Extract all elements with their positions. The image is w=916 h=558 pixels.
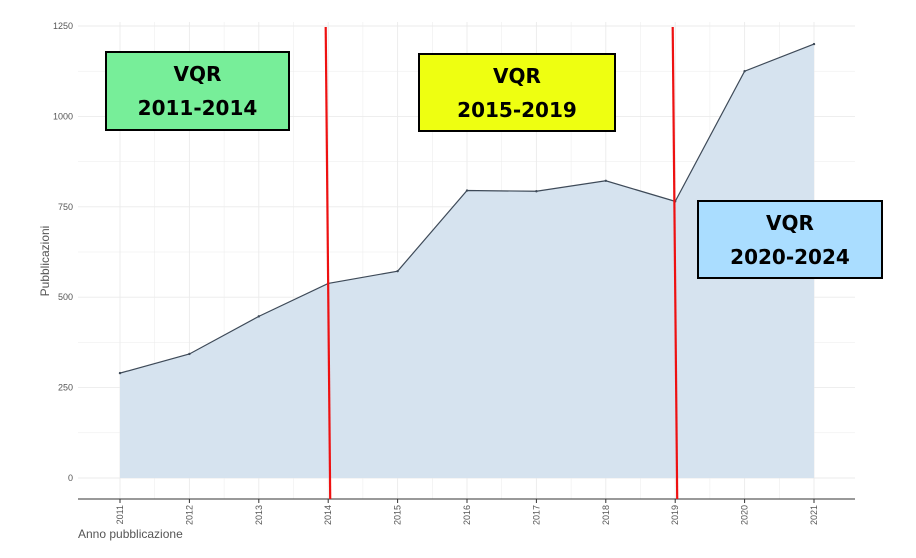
x-tick-label: 2014 xyxy=(323,505,333,525)
data-point-2021 xyxy=(812,42,816,46)
x-tick-label: 2017 xyxy=(531,505,541,525)
x-tick-label: 2020 xyxy=(740,505,750,525)
data-point-2013 xyxy=(257,315,260,318)
vqr-years: 2011-2014 xyxy=(137,96,258,120)
x-tick-label: 2013 xyxy=(254,505,264,525)
y-tick-label: 1000 xyxy=(53,111,73,121)
series-area xyxy=(120,44,814,478)
y-tick-label: 250 xyxy=(58,383,73,393)
y-tick-label: 0 xyxy=(68,473,73,483)
data-point-2015 xyxy=(396,269,399,273)
y-tick-label: 1250 xyxy=(53,21,73,31)
vqr-title: VQR xyxy=(493,63,541,88)
data-point-2017 xyxy=(535,190,538,193)
vqr-2011-2014-label: VQR 2011-2014 xyxy=(105,51,290,131)
x-axis-title: Anno pubblicazione xyxy=(78,527,183,541)
x-tick-label: 2016 xyxy=(462,505,472,525)
vqr-2015-2019-label: VQR 2015-2019 xyxy=(418,53,616,132)
data-point-2016 xyxy=(465,189,469,192)
data-point-2020 xyxy=(743,70,746,73)
vqr-title: VQR xyxy=(173,62,222,86)
vqr-years: 2015-2019 xyxy=(457,97,577,122)
data-point-2012 xyxy=(188,352,191,356)
vqr-title: VQR xyxy=(766,210,814,235)
y-axis-title: Pubblicazioni xyxy=(38,226,52,297)
data-points xyxy=(118,42,816,375)
y-tick-label: 750 xyxy=(58,202,73,212)
x-tick-label: 2019 xyxy=(670,505,680,525)
x-tick-label: 2018 xyxy=(601,505,611,525)
y-tick-label: 500 xyxy=(58,292,73,302)
y-ticks: 0 250 500 750 1000 1250 xyxy=(53,21,73,483)
x-ticks: 2011 2012 2013 2014 2015 2016 2017 2018 2019 2020… xyxy=(115,499,819,525)
x-tick-label: 2012 xyxy=(184,505,194,525)
vqr-2020-2024-label: VQR 2020-2024 xyxy=(697,200,883,279)
x-tick-label: 2021 xyxy=(809,505,819,525)
x-tick-label: 2015 xyxy=(393,505,403,525)
data-point-2011 xyxy=(118,371,122,375)
data-point-2018 xyxy=(604,179,607,182)
period-boundary-2014 xyxy=(324,26,332,500)
period-boundary-2019 xyxy=(671,26,679,500)
period-boundaries xyxy=(324,26,679,500)
x-tick-label: 2011 xyxy=(115,505,125,524)
vqr-years: 2020-2024 xyxy=(730,244,850,269)
